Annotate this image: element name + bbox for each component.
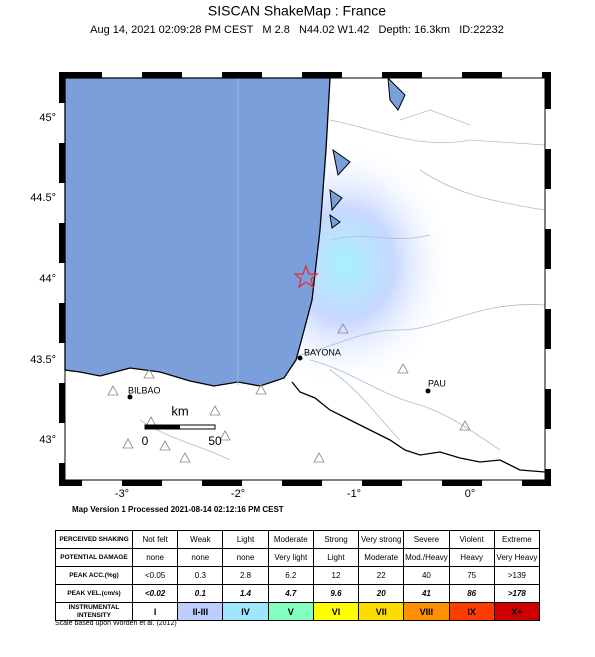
legend-cell: 41 xyxy=(403,584,450,603)
legend-cell: 40 xyxy=(403,566,450,585)
legend-cell: Strong xyxy=(312,530,360,549)
lon-label: -3° xyxy=(115,488,129,500)
legend-row: PERCEIVED SHAKING Not felt Weak Light Modera… xyxy=(55,530,541,549)
legend-cell: Weak xyxy=(177,530,224,549)
legend-cell: none xyxy=(131,548,179,567)
ocean xyxy=(64,77,331,387)
legend-cell: Mod./Heavy xyxy=(403,548,450,567)
legend-cell: Extreme xyxy=(493,530,541,549)
legend-cell: 1.4 xyxy=(222,584,269,603)
border xyxy=(291,381,546,473)
legend-cell: <0.02 xyxy=(131,584,179,603)
legend-cell: >139 xyxy=(493,566,541,585)
title: SISCAN ShakeMap : France xyxy=(208,3,386,19)
scale-unit: km xyxy=(171,403,188,418)
city-dot xyxy=(425,388,431,394)
legend-cell: 9.6 xyxy=(312,584,360,603)
legend-cell: X+ xyxy=(493,602,541,621)
lagoons xyxy=(329,76,406,229)
legend-cell: none xyxy=(177,548,224,567)
legend-row: INSTRUMENTAL INTENSITY I II-III IV V VI VII VII… xyxy=(55,602,541,621)
legend-row-label: PEAK VEL.(cm/s) xyxy=(55,584,133,603)
city-label: PAU xyxy=(428,378,446,388)
legend-cell: 75 xyxy=(448,566,495,585)
city-dot xyxy=(127,394,133,400)
legend-cell: 6.2 xyxy=(267,566,314,585)
stations xyxy=(107,323,471,463)
city-label: BILBAO xyxy=(128,385,161,395)
legend-cell: Severe xyxy=(403,530,450,549)
legend-cell: Very light xyxy=(267,548,314,567)
lon-label: 0° xyxy=(465,488,476,500)
city-label: BAYONA xyxy=(304,347,341,357)
legend-row-label: PERCEIVED SHAKING xyxy=(55,530,133,549)
legend-cell: 20 xyxy=(358,584,405,603)
legend-cell: Light xyxy=(312,548,360,567)
legend-cell: 0.1 xyxy=(177,584,224,603)
legend-cell: 0.3 xyxy=(177,566,224,585)
legend-row: PEAK ACC.(%g) <0.05 0.3 2.8 6.2 12 22 40 75 >139 xyxy=(55,566,541,585)
legend-cell: V xyxy=(267,602,314,621)
map: BAYONA BILBAO PAU km 0 50 xyxy=(59,72,551,486)
legend-row: PEAK VEL.(cm/s) <0.02 0.1 1.4 4.7 9.6 20 41 86 >1… xyxy=(55,584,541,603)
lat-label: 43° xyxy=(39,434,56,446)
legend-cell: Heavy xyxy=(448,548,495,567)
legend-cell: IX xyxy=(448,602,495,621)
legend-cell: I xyxy=(131,602,179,621)
processed-note: Map Version 1 Processed 2021-08-14 02:12… xyxy=(72,505,284,514)
legend-cell: >178 xyxy=(493,584,541,603)
lon-label: -2° xyxy=(231,488,245,500)
city-dot xyxy=(297,355,303,361)
legend-cell: Not felt xyxy=(131,530,179,549)
axis-labels: 45° 44.5° 44° 43.5° 43° -3° -2° -1° 0° xyxy=(30,112,475,500)
legend-row-label: PEAK ACC.(%g) xyxy=(55,566,133,585)
legend-cell: Moderate xyxy=(267,530,314,549)
subtitle: Aug 14, 2021 02:09:28 PM CEST M 2.8 N44.… xyxy=(90,24,504,36)
legend-cell: VII xyxy=(358,602,405,621)
legend-cell: 22 xyxy=(358,566,405,585)
legend-cell: IV xyxy=(222,602,269,621)
lat-label: 44° xyxy=(39,273,56,285)
footnote: Scale based upon Worden et al. (2012) xyxy=(55,620,177,627)
legend-cell: Violent xyxy=(448,530,495,549)
lat-label: 44.5° xyxy=(30,192,56,204)
legend-cell: Moderate xyxy=(358,548,405,567)
legend-cell: VI xyxy=(312,602,360,621)
frame-ticks xyxy=(59,72,551,486)
intensity-legend: PERCEIVED SHAKING Not felt Weak Light Modera… xyxy=(55,530,541,621)
legend-cell: VIII xyxy=(403,602,450,621)
legend-cell: 12 xyxy=(312,566,360,585)
scale-bar: km 0 50 xyxy=(142,403,222,448)
lat-label: 45° xyxy=(39,112,56,124)
scale-end: 50 xyxy=(208,434,222,448)
legend-cell: <0.05 xyxy=(131,566,179,585)
legend-row: POTENTIAL DAMAGE none none none Very light Li… xyxy=(55,548,541,567)
legend-row-label: POTENTIAL DAMAGE xyxy=(55,548,133,567)
legend-cell: 2.8 xyxy=(222,566,269,585)
legend-cell: Light xyxy=(222,530,269,549)
legend-cell: none xyxy=(222,548,269,567)
legend-row-label: INSTRUMENTAL INTENSITY xyxy=(55,602,133,621)
legend-cell: Very Heavy xyxy=(493,548,541,567)
map-figure: SISCAN ShakeMap : France Aug 14, 2021 02… xyxy=(30,3,551,514)
scale-start: 0 xyxy=(142,434,149,448)
lat-label: 43.5° xyxy=(30,354,56,366)
lon-label: -1° xyxy=(347,488,361,500)
legend-cell: 86 xyxy=(448,584,495,603)
legend-cell: Very strong xyxy=(358,530,405,549)
epicenter xyxy=(293,264,319,289)
legend-cell: II-III xyxy=(177,602,224,621)
legend-cell: 4.7 xyxy=(267,584,314,603)
